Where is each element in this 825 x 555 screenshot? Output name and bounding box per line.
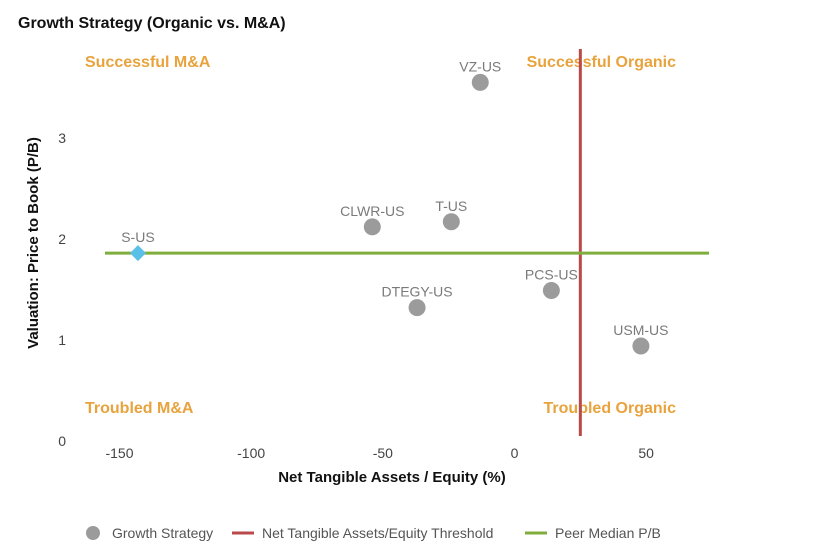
point-t-us[interactable] [442,213,460,231]
legend-label: Net Tangible Assets/Equity Threshold [262,525,493,541]
chart-title: Growth Strategy (Organic vs. M&A) [18,15,286,32]
y-tick-label: 3 [58,130,66,146]
y-tick-label: 1 [58,332,66,348]
point-label-vz-us: VZ-US [459,58,501,74]
quadrant-label-bottom-left: Troubled M&A [85,400,194,417]
quadrant-labels: Successful M&A Successful Organic Troubled… [85,54,676,417]
legend-circle-icon [86,526,100,540]
point-label-dtegy-us: DTEGY-US [382,284,453,300]
y-tick-label: 0 [58,433,66,449]
quadrant-label-bottom-right: Troubled Organic [544,400,677,417]
reference-lines [105,49,709,436]
point-label-t-us: T-US [435,198,467,214]
y-axis-title: Valuation: Price to Book (P/B) [25,137,42,349]
x-axis-title: Net Tangible Assets / Equity (%) [278,469,506,486]
x-tick-label: -50 [373,445,393,461]
legend-item-net-tangible-assets-equity-threshold[interactable]: Net Tangible Assets/Equity Threshold [232,525,493,541]
quadrant-label-top-left: Successful M&A [85,54,211,71]
point-dtegy-us[interactable] [408,299,426,317]
y-tick-label: 2 [58,231,66,247]
point-clwr-us[interactable] [363,218,381,236]
point-s-us[interactable] [129,245,146,262]
x-tick-label: 50 [638,445,654,461]
x-tick-label: -150 [105,445,133,461]
x-tick-label: 0 [511,445,519,461]
legend-item-peer-median-p-b[interactable]: Peer Median P/B [525,525,661,541]
legend-item-growth-strategy[interactable]: Growth Strategy [86,525,213,541]
point-label-usm-us: USM-US [613,322,668,338]
legend-label: Peer Median P/B [555,525,661,541]
axes: -150 -100 -50 0 50 0 1 2 3 [58,130,654,461]
point-pcs-us[interactable] [542,281,560,299]
point-label-clwr-us: CLWR-US [340,203,404,219]
quadrant-label-top-right: Successful Organic [527,54,676,71]
point-usm-us[interactable] [632,337,650,355]
legend: Growth Strategy Net Tangible Assets/Equit… [86,525,661,541]
legend-label: Growth Strategy [112,525,213,541]
point-label-s-us: S-US [121,229,154,245]
point-label-pcs-us: PCS-US [525,266,578,282]
x-tick-label: -100 [237,445,265,461]
point-vz-us[interactable] [471,73,489,91]
data-points: VZ-US CLWR-US T-US PCS-US DTEGY-US USM-US S-US [121,58,669,355]
